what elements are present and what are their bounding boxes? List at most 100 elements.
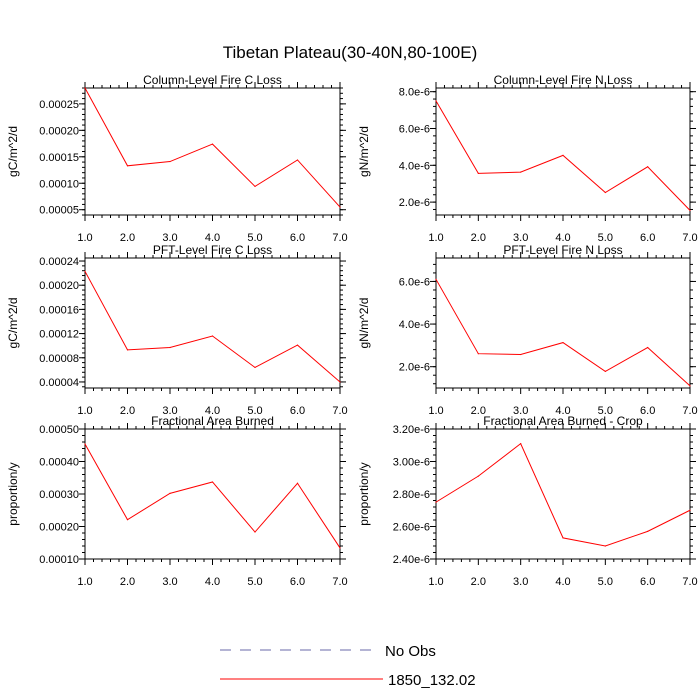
data-point <box>604 370 606 372</box>
legend: No Obs 1850_132.02 <box>220 643 476 689</box>
y-tick-label: 0.00016 <box>39 304 79 316</box>
y-tick-label: 0.00040 <box>39 457 79 469</box>
data-point <box>84 270 86 272</box>
y-tick-label: 3.00e-6 <box>393 457 430 469</box>
y-tick-label: 6.0e-6 <box>399 276 430 288</box>
x-tick-label: 5.0 <box>247 576 262 588</box>
y-tick-label: 0.00008 <box>39 353 79 365</box>
y-tick-label: 0.00050 <box>39 424 79 436</box>
x-tick-label: 7.0 <box>682 232 697 244</box>
x-tick-label: 3.0 <box>162 576 177 588</box>
x-tick-label: 5.0 <box>598 232 613 244</box>
data-point <box>647 530 649 532</box>
data-point <box>647 166 649 168</box>
x-tick-label: 2.0 <box>471 405 486 417</box>
data-point <box>562 537 564 539</box>
data-point <box>254 531 256 533</box>
y-tick-label: 0.00030 <box>39 489 79 501</box>
x-tick-label: 2.0 <box>120 576 135 588</box>
data-point <box>254 185 256 188</box>
figure-title: Tibetan Plateau(30-40N,80-100E) <box>223 43 478 62</box>
legend-item: 1850_132.02 <box>220 672 476 689</box>
x-tick-label: 2.0 <box>120 405 135 417</box>
y-tick-label: 6.0e-6 <box>399 123 430 135</box>
data-point <box>689 385 691 387</box>
x-tick-label: 1.0 <box>428 232 443 244</box>
panel-title: Fractional Area Burned - Crop <box>483 414 643 428</box>
chart-panel-1: Column-Level Fire C Loss 1.0 2.0 3.0 4.0 5.0 6… <box>6 73 348 244</box>
data-point <box>339 206 341 208</box>
data-point <box>126 349 129 351</box>
panel-title: Column-Level Fire N Loss <box>494 73 633 87</box>
x-tick-label: 5.0 <box>598 576 613 588</box>
chart-panel-6: Fractional Area Burned - Crop 1.0 2.0 3.0 4.… <box>357 414 698 588</box>
y-tick-label: 4.0e-6 <box>399 319 430 331</box>
y-axis-label: gN/m^2/d <box>357 298 371 349</box>
data-point <box>126 519 129 521</box>
chart-panel-2: Column-Level Fire N Loss 1.0 2.0 3.0 4.0 5.0 6… <box>357 73 698 244</box>
data-point <box>296 482 299 484</box>
data-point <box>296 159 299 161</box>
plot-frame <box>84 428 341 560</box>
y-axis-label: gC/m^2/d <box>6 126 20 177</box>
x-tick-label: 1.0 <box>428 576 443 588</box>
data-point <box>339 381 341 383</box>
data-point <box>604 191 606 194</box>
x-tick-label: 4.0 <box>205 232 220 244</box>
data-point <box>84 443 86 445</box>
series-line-1850_132.02 <box>84 271 341 383</box>
x-tick-label: 3.0 <box>162 405 177 417</box>
legend-label: 1850_132.02 <box>388 672 476 689</box>
x-tick-label: 7.0 <box>332 576 347 588</box>
plot-frame <box>435 87 691 216</box>
data-point <box>477 172 479 175</box>
series-line-1850_132.02 <box>84 443 341 549</box>
y-tick-label: 2.60e-6 <box>393 522 430 534</box>
y-axis-label: proportion/y <box>6 462 20 525</box>
panel-title: PFT-Level Fire C Loss <box>153 243 272 257</box>
x-tick-label: 4.0 <box>555 232 570 244</box>
y-tick-label: 0.00015 <box>39 152 79 164</box>
data-point <box>435 278 437 280</box>
x-tick-label: 6.0 <box>290 232 305 244</box>
x-tick-label: 7.0 <box>332 232 347 244</box>
y-tick-label: 0.00004 <box>39 377 79 389</box>
panel-title: PFT-Level Fire N Loss <box>503 243 622 257</box>
data-point <box>689 509 691 511</box>
x-tick-label: 2.0 <box>471 232 486 244</box>
plot-frame <box>435 428 691 560</box>
data-point <box>211 143 214 145</box>
x-tick-label: 3.0 <box>162 232 177 244</box>
x-tick-label: 6.0 <box>640 576 655 588</box>
x-tick-label: 6.0 <box>640 405 655 417</box>
y-tick-label: 3.20e-6 <box>393 424 430 436</box>
y-tick-label: 0.00010 <box>39 554 79 566</box>
x-tick-label: 6.0 <box>290 576 305 588</box>
legend-item: No Obs <box>220 643 436 660</box>
data-point <box>477 475 479 477</box>
y-tick-label: 0.00024 <box>39 256 79 268</box>
x-tick-label: 4.0 <box>555 405 570 417</box>
x-tick-label: 1.0 <box>77 576 92 588</box>
y-tick-label: 0.00005 <box>39 205 79 217</box>
y-tick-label: 0.00020 <box>39 125 79 137</box>
data-point <box>520 171 522 173</box>
data-point <box>562 154 564 156</box>
y-axis-label: proportion/y <box>357 462 371 525</box>
x-tick-label: 1.0 <box>428 405 443 417</box>
series-line-1850_132.02 <box>435 442 691 547</box>
data-point <box>126 165 129 167</box>
y-tick-label: 2.0e-6 <box>399 197 430 209</box>
data-point <box>520 353 522 356</box>
y-axis-label: gC/m^2/d <box>6 298 20 349</box>
data-point <box>169 346 171 349</box>
data-point <box>169 160 171 163</box>
data-point <box>435 501 437 503</box>
chart-panels: Column-Level Fire C Loss 1.0 2.0 3.0 4.0 5.0 6… <box>6 73 698 588</box>
legend-label: No Obs <box>385 643 436 660</box>
x-tick-label: 6.0 <box>640 232 655 244</box>
panel-title: Column-Level Fire C Loss <box>143 73 282 87</box>
plot-frame <box>435 257 691 389</box>
x-tick-label: 1.0 <box>77 232 92 244</box>
